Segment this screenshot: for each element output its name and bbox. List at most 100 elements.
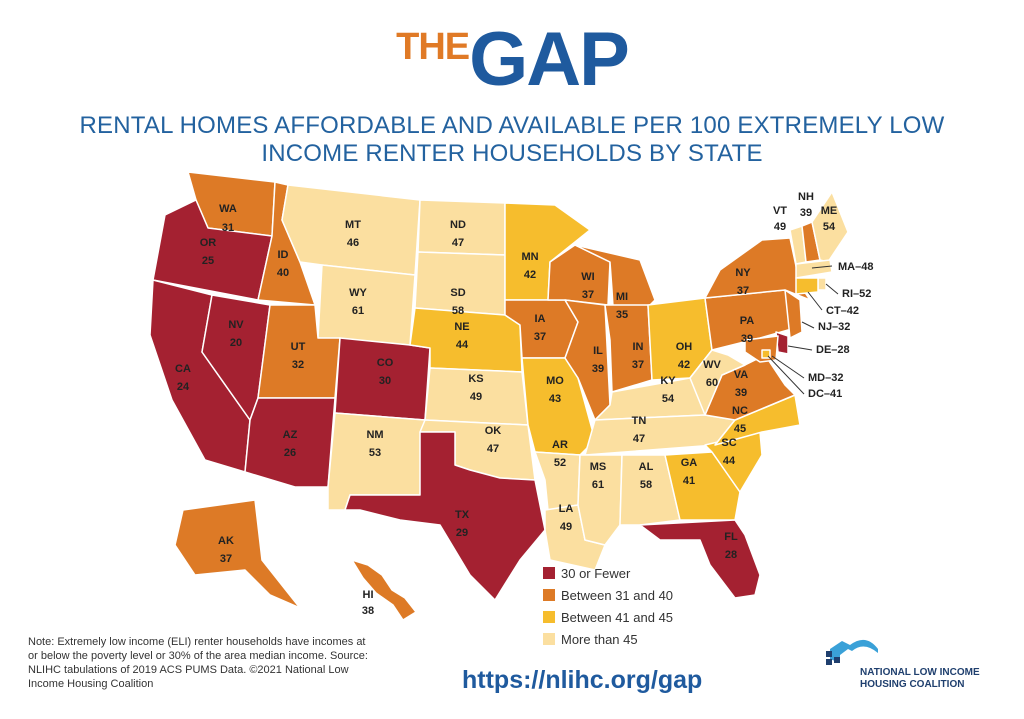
state-value-mn: 42: [524, 269, 536, 281]
legend-item: Between 41 and 45: [543, 606, 673, 628]
website-link[interactable]: https://nlihc.org/gap: [462, 666, 703, 694]
state-abbr-sc: SC: [721, 437, 736, 449]
state-nj: [784, 289, 803, 339]
state-il: [564, 299, 611, 421]
state-ri: [817, 277, 827, 291]
state-value-wv: 60: [706, 377, 718, 389]
state-abbr-co: CO: [377, 357, 394, 369]
state-value-ny: 37: [737, 285, 749, 297]
state-value-oh: 42: [678, 359, 690, 371]
state-wy: [317, 264, 416, 346]
state-abbr-ks: KS: [468, 373, 483, 385]
legend-swatch: [543, 633, 555, 645]
state-abbr-il: IL: [593, 345, 603, 357]
legend-label: 30 or Fewer: [561, 565, 631, 581]
state-abbr-mi: MI: [616, 291, 628, 303]
state-in: [604, 304, 653, 393]
state-abbr-nm: NM: [366, 429, 383, 441]
state-abbr-wy: WY: [349, 287, 367, 299]
state-co: [334, 337, 431, 421]
state-value-fl: 28: [725, 549, 737, 561]
state-label-ct: CT–42: [826, 305, 859, 317]
state-value-nv: 20: [230, 337, 242, 349]
state-abbr-vt: VT: [773, 205, 787, 217]
state-value-id: 40: [277, 267, 289, 279]
state-value-mi: 35: [616, 309, 628, 321]
state-value-ks: 49: [470, 391, 482, 403]
state-value-nm: 53: [369, 447, 381, 459]
legend-swatch: [543, 589, 555, 601]
leader-line-nj: [801, 321, 815, 329]
state-value-ne: 44: [456, 339, 469, 351]
state-label-md: MD–32: [808, 372, 843, 384]
state-abbr-oh: OH: [676, 341, 693, 353]
state-ct: [795, 277, 819, 295]
state-abbr-sd: SD: [450, 287, 465, 299]
state-abbr-va: VA: [734, 369, 749, 381]
legend-label: Between 41 and 45: [561, 609, 674, 625]
state-abbr-fl: FL: [724, 531, 738, 543]
state-abbr-me: ME: [821, 205, 838, 217]
state-abbr-ok: OK: [485, 425, 502, 437]
state-value-ut: 32: [292, 359, 304, 371]
map-subtitle: RENTAL HOMES AFFORDABLE AND AVAILABLE PE…: [0, 112, 1024, 168]
state-abbr-ga: GA: [681, 457, 698, 469]
state-value-wi: 37: [582, 289, 594, 301]
state-value-il: 39: [592, 363, 604, 375]
state-value-ms: 61: [592, 479, 604, 491]
state-value-ca: 24: [177, 381, 190, 393]
state-fl: [639, 519, 761, 599]
state-value-in: 37: [632, 359, 644, 371]
subtitle-line-1: RENTAL HOMES AFFORDABLE AND AVAILABLE PE…: [79, 112, 945, 139]
source-note: Note: Extremely low income (ELI) renter …: [28, 636, 368, 690]
state-value-va: 39: [735, 387, 747, 399]
state-label-de: DE–28: [816, 344, 850, 356]
state-abbr-wv: WV: [703, 359, 721, 371]
state-value-or: 25: [202, 255, 214, 267]
state-value-al: 58: [640, 479, 652, 491]
state-abbr-ut: UT: [291, 341, 306, 353]
state-abbr-in: IN: [633, 341, 644, 353]
state-value-nc: 45: [734, 423, 746, 435]
leader-line-de: [787, 345, 813, 351]
legend-item: Between 31 and 40: [543, 584, 673, 606]
state-value-ky: 54: [662, 393, 675, 405]
state-az: [244, 397, 336, 488]
state-value-tn: 47: [633, 433, 645, 445]
org-name: NATIONAL LOW INCOME HOUSING COALITION: [860, 667, 980, 691]
state-value-mt: 46: [347, 237, 359, 249]
legend-swatch: [543, 567, 555, 579]
logo-gap: GAP: [469, 17, 630, 102]
legend-swatch: [543, 611, 555, 623]
state-value-az: 26: [284, 447, 296, 459]
state-value-tx: 29: [456, 527, 468, 539]
state-me: [811, 191, 849, 263]
state-abbr-nv: NV: [228, 319, 244, 331]
state-abbr-ne: NE: [454, 321, 469, 333]
legend-label: Between 31 and 40: [561, 587, 674, 603]
state-value-wy: 61: [352, 305, 364, 317]
legend-label: More than 45: [561, 631, 638, 647]
nlihc-logo: NATIONAL LOW INCOME HOUSING COALITION: [820, 629, 1010, 699]
the-gap-logo: THEGAP: [0, 22, 1024, 98]
state-value-ak: 37: [220, 553, 232, 565]
state-tx: [344, 431, 546, 601]
state-abbr-ca: CA: [175, 363, 191, 375]
state-label-ma: MA–48: [838, 261, 873, 273]
leader-line-ct: [807, 291, 823, 311]
state-abbr-nh: NH: [798, 191, 814, 203]
state-abbr-nd: ND: [450, 219, 466, 231]
state-hi: [351, 559, 417, 621]
state-ma: [795, 259, 833, 279]
state-value-hi: 38: [362, 605, 374, 617]
state-abbr-tn: TN: [632, 415, 647, 427]
state-abbr-or: OR: [200, 237, 217, 249]
state-value-mo: 43: [549, 393, 561, 405]
subtitle-line-2: INCOME RENTER HOUSEHOLDS BY STATE: [261, 140, 763, 167]
state-label-dc: DC–41: [808, 388, 842, 400]
state-abbr-wa: WA: [219, 203, 237, 215]
state-abbr-la: LA: [559, 503, 574, 515]
state-value-wa: 31: [222, 222, 234, 234]
state-label-ri: RI–52: [842, 288, 871, 300]
state-value-nh: 39: [800, 207, 812, 219]
